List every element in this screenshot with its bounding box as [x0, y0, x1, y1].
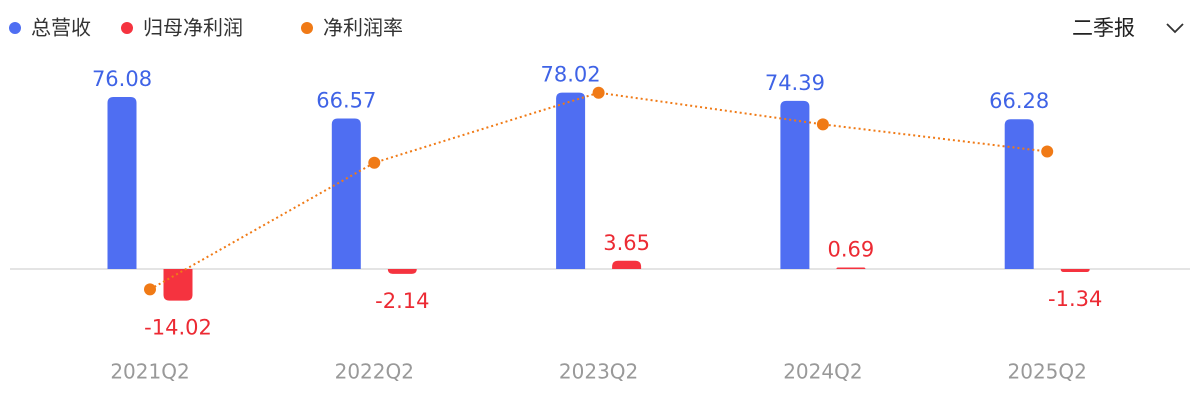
value-label: 74.39: [765, 71, 825, 95]
legend-marker[interactable]: [121, 22, 133, 34]
x-tick-label: 2025Q2: [1008, 360, 1087, 384]
value-label: -1.34: [1048, 287, 1102, 311]
legend-label[interactable]: 净利润率: [323, 16, 403, 40]
bar: [612, 260, 642, 269]
legend-marker[interactable]: [9, 22, 21, 34]
legend-label[interactable]: 归母净利润: [143, 16, 243, 40]
bar: [780, 100, 810, 269]
x-tick-label: 2022Q2: [335, 360, 414, 384]
bar: [556, 92, 586, 269]
bar: [163, 269, 193, 301]
value-label: -14.02: [144, 316, 212, 340]
line: [149, 91, 1048, 291]
line-point: [144, 283, 156, 296]
value-label: 78.02: [541, 63, 601, 87]
value-label: 76.08: [92, 67, 152, 91]
line-point: [592, 86, 605, 99]
legend-label[interactable]: 总营收: [31, 16, 91, 40]
bar: [107, 97, 137, 269]
value-label: 0.69: [828, 237, 875, 261]
value-label: -2.14: [375, 289, 429, 313]
bar: [1060, 269, 1090, 273]
bar: [331, 118, 361, 269]
x-tick-label: 2023Q2: [559, 360, 638, 384]
bar: [836, 267, 866, 269]
value-label: 66.28: [989, 89, 1049, 113]
line-point: [368, 156, 381, 169]
bar: [387, 269, 417, 274]
chevron[interactable]: [1166, 23, 1184, 34]
x-tick-label: 2021Q2: [110, 360, 189, 384]
period-label[interactable]: 二季报: [1072, 16, 1135, 40]
value-label: 3.65: [603, 231, 650, 255]
legend-marker[interactable]: [301, 22, 313, 34]
bar: [1004, 119, 1034, 269]
line-point: [1041, 145, 1054, 158]
line-point: [816, 118, 829, 131]
x-tick-label: 2024Q2: [783, 360, 862, 384]
value-label: 66.57: [316, 89, 376, 113]
period-selector[interactable]: 二季报: [1072, 16, 1184, 40]
